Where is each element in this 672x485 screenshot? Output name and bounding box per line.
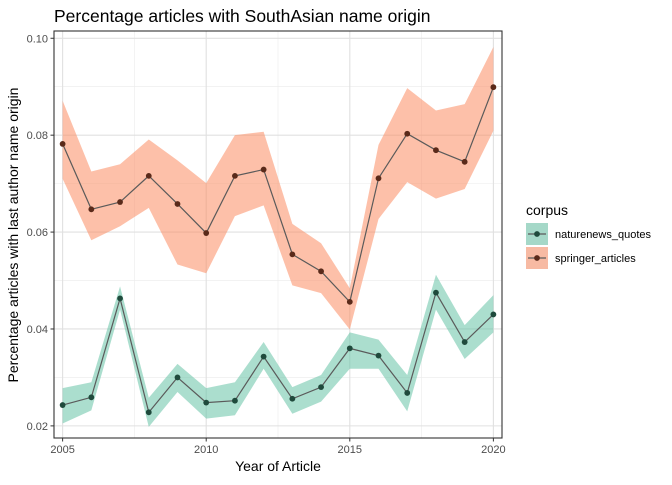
y-tick-label: 0.02	[27, 421, 48, 433]
legend-key-point-springer_articles	[534, 255, 540, 261]
ribbon-naturenews_quotes	[62, 274, 494, 427]
data-point-springer_articles	[117, 199, 123, 205]
data-point-naturenews_quotes	[490, 311, 497, 318]
data-point-naturenews_quotes	[375, 352, 382, 359]
x-tick-label: 2015	[338, 444, 362, 456]
data-point-naturenews_quotes	[174, 374, 181, 381]
chart-title: Percentage articles with SouthAsian name…	[54, 6, 430, 26]
data-point-naturenews_quotes	[289, 395, 296, 402]
legend-key-point-naturenews_quotes	[534, 231, 540, 237]
data-point-naturenews_quotes	[59, 402, 66, 408]
panel-border	[53, 30, 503, 439]
data-point-springer_articles	[289, 251, 296, 258]
data-point-naturenews_quotes	[232, 397, 238, 404]
y-tick-label: 0.10	[27, 33, 48, 45]
legend-label-springer_articles: springer_articles	[555, 253, 636, 265]
data-point-springer_articles	[461, 158, 468, 165]
x-axis-label: Year of Article	[235, 458, 321, 474]
data-point-naturenews_quotes	[117, 295, 123, 302]
x-tick-label: 2005	[50, 444, 74, 456]
data-point-springer_articles	[375, 175, 382, 182]
data-point-springer_articles	[232, 172, 238, 179]
data-point-naturenews_quotes	[260, 353, 267, 360]
data-point-springer_articles	[88, 206, 95, 213]
y-tick-label: 0.06	[27, 227, 48, 239]
data-point-naturenews_quotes	[145, 409, 152, 416]
plot-panel	[53, 30, 503, 439]
data-point-springer_articles	[59, 140, 66, 147]
series-line-naturenews_quotes	[62, 291, 494, 414]
x-tick-label: 2020	[481, 444, 505, 456]
series-line-springer_articles	[62, 86, 494, 304]
y-tick-label: 0.08	[27, 130, 48, 142]
data-point-springer_articles	[433, 147, 439, 154]
data-point-naturenews_quotes	[346, 345, 353, 352]
data-point-springer_articles	[490, 84, 497, 91]
y-axis-label: Percentage articles with last author nam…	[5, 88, 21, 383]
y-tick-label: 0.04	[27, 324, 48, 336]
data-point-springer_articles	[203, 230, 210, 236]
x-tick-label: 2010	[194, 444, 218, 456]
data-point-springer_articles	[404, 130, 411, 137]
legend-title: corpus	[526, 202, 568, 218]
data-point-naturenews_quotes	[404, 390, 411, 396]
data-point-springer_articles	[145, 172, 152, 179]
data-point-naturenews_quotes	[203, 399, 210, 406]
data-point-springer_articles	[260, 166, 267, 173]
data-point-springer_articles	[174, 201, 181, 207]
data-point-springer_articles	[346, 298, 353, 305]
legend-label-naturenews_quotes: naturenews_quotes	[555, 229, 652, 241]
data-point-naturenews_quotes	[318, 384, 324, 391]
data-point-naturenews_quotes	[88, 394, 95, 401]
ribbon-springer_articles	[62, 46, 494, 330]
legend: corpus naturenews_quotes springer_article…	[526, 202, 652, 269]
data-point-springer_articles	[318, 268, 324, 275]
data-point-naturenews_quotes	[433, 289, 439, 296]
data-point-naturenews_quotes	[461, 339, 468, 345]
